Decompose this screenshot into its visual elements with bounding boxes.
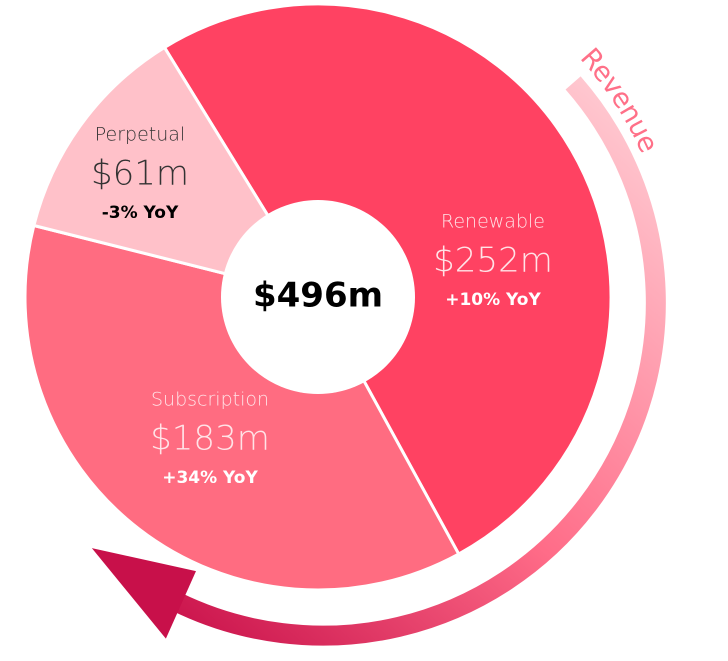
arrow-head bbox=[91, 548, 196, 639]
center-label: $496m bbox=[253, 276, 383, 316]
donut-hole bbox=[221, 200, 415, 394]
slice-value: $252m bbox=[433, 241, 553, 281]
slice-name: Perpetual bbox=[95, 124, 185, 146]
slice-yoy: +34% YoY bbox=[162, 468, 258, 488]
arrow-shaft bbox=[171, 76, 666, 646]
slice-name: Renewable bbox=[441, 211, 545, 233]
slice-yoy: -3% YoY bbox=[102, 203, 179, 223]
pie-slice bbox=[23, 223, 461, 592]
slice-name: Subscription bbox=[151, 389, 269, 411]
slice-value: $61m bbox=[91, 154, 189, 194]
recurring-arrow bbox=[91, 76, 666, 646]
slice-yoy: +10% YoY bbox=[445, 290, 541, 310]
slice-value: $183m bbox=[150, 419, 270, 459]
